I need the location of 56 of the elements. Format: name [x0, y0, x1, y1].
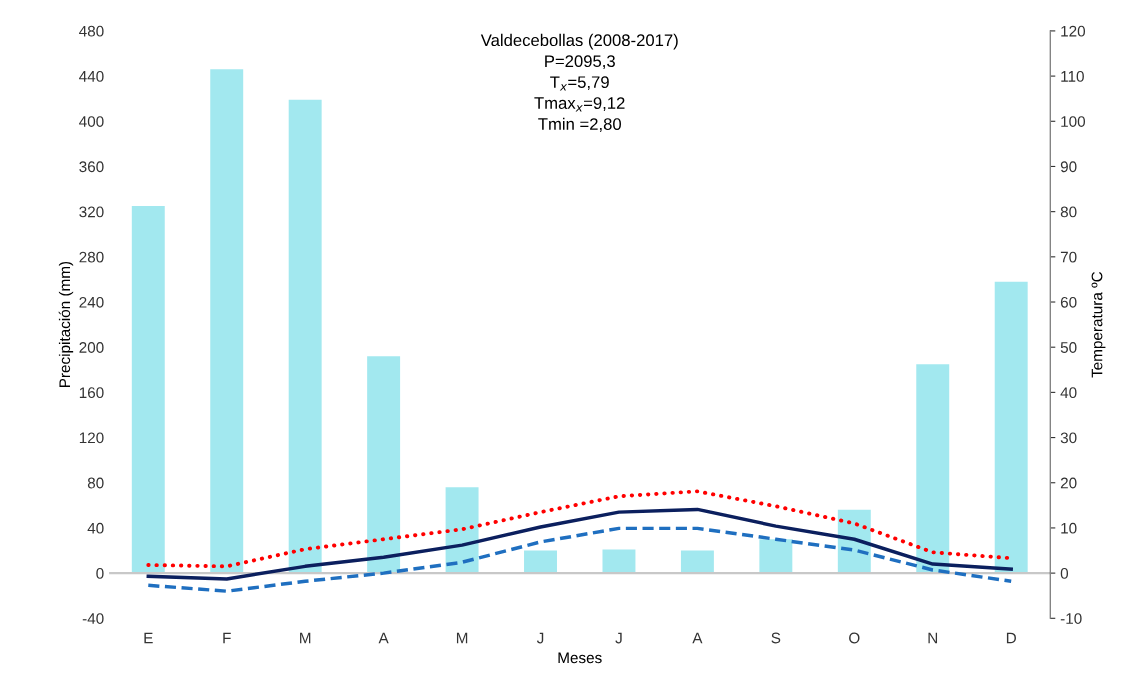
y2-tick-label: 0 [1060, 567, 1069, 579]
x-tick-label: M [300, 632, 311, 644]
bar [916, 364, 950, 574]
y-tick-label: 160 [79, 387, 104, 399]
y-tick-label: 240 [79, 296, 104, 308]
y2-tick-label: 90 [1060, 161, 1077, 173]
chart-title: Valdecebollas (2008-2017) P=2095,3 T$_{x}$=5,79 Tmax$_{x}$=9,12 Tmin =2,80 [480, 33, 678, 132]
y-tick-label: 400 [79, 116, 104, 127]
y-tick-label: -40 [82, 613, 104, 624]
x-tick-label: N [928, 632, 938, 644]
bar [367, 356, 401, 574]
y-tick-label: 80 [87, 477, 104, 489]
y2-tick-label: 120 [1061, 25, 1086, 37]
y2-tick-label: 40 [1060, 387, 1077, 399]
bar [524, 550, 557, 574]
bar [210, 69, 244, 574]
x-tick-label: A [692, 632, 703, 644]
bar [602, 549, 636, 574]
x-tick-label: D [1006, 632, 1016, 644]
x-tick-label: E [144, 632, 153, 644]
bar [131, 206, 165, 574]
line-series [146, 526, 1013, 593]
y2-tick-label: 20 [1060, 477, 1077, 489]
y2-axis-title: Temperatura ºC [1091, 271, 1106, 378]
y-tick-label: 0 [96, 567, 104, 579]
y-tick-label: 40 [87, 522, 104, 534]
y2-tick-label: 50 [1060, 342, 1077, 353]
y-axis-title: Precipitación (mm) [58, 261, 74, 388]
x-tick-label: S [771, 632, 781, 644]
y2-tick-label: 60 [1060, 296, 1077, 308]
line-series [146, 507, 1013, 581]
y-tick-label: 320 [79, 206, 104, 218]
bar [288, 99, 322, 574]
y-tick-label: 200 [79, 342, 104, 353]
x-tick-label: A [378, 632, 389, 644]
x-axis-title: Meses [558, 652, 602, 664]
y2-tick-label: 70 [1060, 251, 1077, 263]
y-tick-label: 120 [79, 432, 104, 444]
y-tick-label: 280 [79, 251, 104, 263]
x-tick-label: J [536, 632, 544, 644]
y2-tick-label: 80 [1060, 206, 1077, 218]
y2-tick-label: 100 [1061, 116, 1086, 127]
x-tick-label: O [849, 632, 860, 644]
bar [994, 281, 1028, 574]
y2-tick-label: 30 [1060, 432, 1077, 444]
y2-tick-label: -10 [1060, 613, 1082, 624]
y-tick-label: 440 [79, 70, 104, 82]
y-tick-label: 360 [79, 161, 104, 173]
bar [759, 539, 793, 574]
y2-tick-label: 10 [1061, 522, 1077, 534]
x-tick-label: M [456, 632, 468, 644]
y2-tick-label: 110 [1061, 70, 1084, 82]
y-tick-label: 480 [79, 25, 104, 37]
bar [680, 550, 714, 574]
x-tick-label: J [615, 632, 622, 644]
x-tick-label: F [223, 632, 231, 644]
